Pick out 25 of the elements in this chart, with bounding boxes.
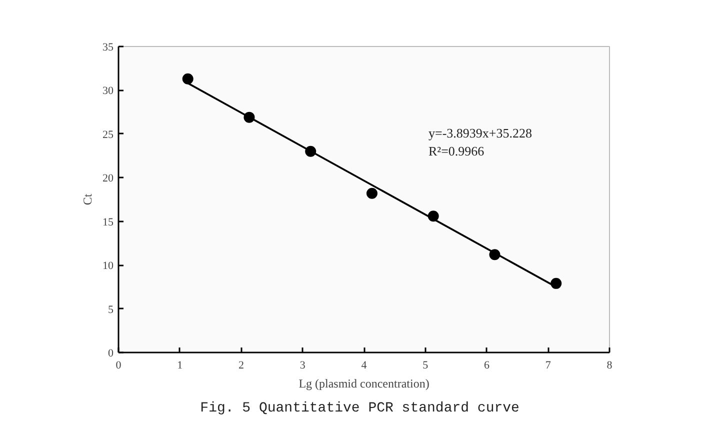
- annotation: R²=0.9966: [428, 144, 485, 158]
- point: [182, 73, 194, 84]
- x-tick-label: 8: [606, 360, 613, 372]
- x-tick-label: 1: [177, 360, 183, 372]
- x-tick-label: 0: [116, 360, 122, 372]
- x-tick-label: 2: [238, 360, 244, 372]
- x-tick-label: 3: [300, 360, 306, 372]
- x-tick-label: 6: [484, 360, 490, 372]
- caption: Fig. 5 Quantitative PCR standard curve: [200, 400, 520, 416]
- x-tick-label: 7: [545, 360, 552, 372]
- point: [366, 188, 378, 199]
- y-tick-label: 0: [108, 348, 114, 360]
- y-axis-title: Ct: [80, 193, 94, 206]
- x-axis-title: Lg (plasmid concentration): [298, 376, 430, 390]
- y-tick-label: 20: [102, 172, 114, 185]
- y-tick-label: 35: [102, 42, 114, 54]
- y-tick-label: 5: [108, 304, 114, 316]
- y-tick-label: 25: [102, 128, 114, 141]
- y-tick-label: 10: [102, 260, 114, 272]
- y-tick-label: 30: [102, 85, 114, 98]
- point: [550, 278, 562, 289]
- x-tick-label: 4: [361, 360, 368, 372]
- y-tick-label: 15: [102, 216, 114, 228]
- annotation: y=-3.8939x+35.228: [428, 126, 532, 140]
- x-tick-label: 5: [422, 360, 429, 372]
